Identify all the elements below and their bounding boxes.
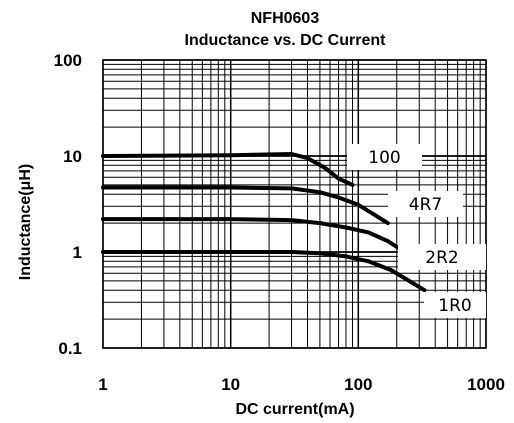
y-axis-label: Inductance(μH) [17,164,34,280]
y-tick-label: 100 [54,51,82,70]
x-tick-label: 100 [344,375,372,394]
series-label-bg [424,292,486,318]
x-axis-label: DC current(mA) [235,401,354,418]
series-labels: 100 4R7 2R2 1R0 [347,144,486,318]
series-line-4r7 [101,185,390,226]
series-label-100: 100 [368,148,400,168]
series-label-2r2: 2R2 [425,248,458,268]
x-tick-label: 10 [221,375,240,394]
series-label-1r0: 1R0 [438,296,471,316]
series-label-bg [398,244,486,270]
y-tick-label: 1 [73,243,82,262]
series-line-100 [101,152,355,187]
y-tick-label: 10 [63,147,82,166]
series-label-4r7: 4R7 [409,195,442,215]
series-lines [101,152,427,293]
chart-subtitle: Inductance vs. DC Current [185,32,387,49]
series-line-1r0 [101,250,427,293]
plot-frame [102,59,487,349]
series-line-2r2 [101,217,407,254]
y-tick-label: 0.1 [58,339,82,358]
series-label-bg [388,191,463,217]
chart-title: NFH0603 [251,10,320,27]
x-tick-label: 1 [98,375,107,394]
series-label-bg [347,144,422,170]
x-tick-label: 1000 [467,375,505,394]
tick-labels: 1 10 100 1000 100 10 1 0.1 [54,51,505,394]
